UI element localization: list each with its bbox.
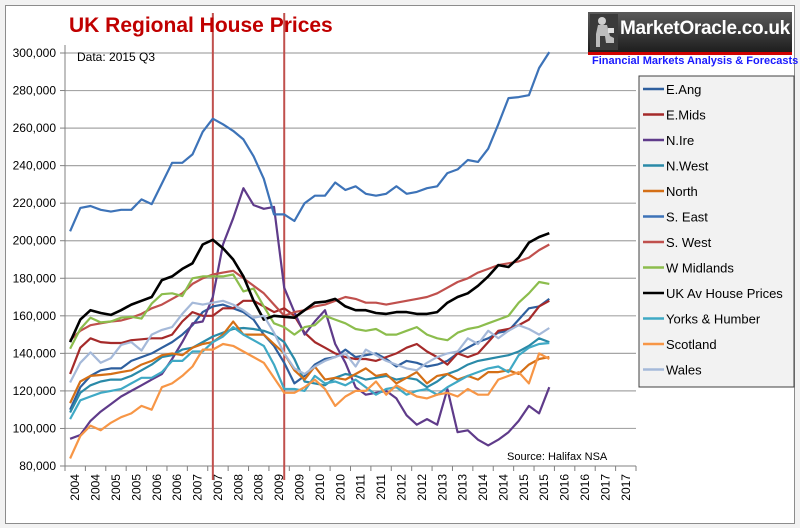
x-tick-label: 2006: [150, 474, 164, 501]
x-tick-label: 2017: [619, 474, 633, 501]
x-tick-label: 2017: [598, 474, 612, 501]
series-line-s-east: [69, 51, 551, 232]
legend-label: S. East: [666, 210, 708, 225]
x-tick-label: 2010: [333, 474, 347, 501]
y-axis: 80,000 100,000 120,000 140,000 160,000 180,00…: [13, 45, 66, 473]
series-line-north: [69, 320, 550, 404]
y-tick-label: 260,000: [13, 121, 57, 135]
x-tick-label: 2009: [272, 474, 286, 501]
y-tick-label: 80,000: [19, 459, 56, 473]
y-tick-label: 280,000: [13, 84, 57, 98]
logo-tagline: Financial Markets Analysis & Forecasts: [592, 55, 799, 67]
x-tick-label: 2013: [456, 474, 470, 501]
series-line-w-midlands: [69, 273, 550, 350]
y-tick-label: 140,000: [13, 346, 57, 360]
x-tick-label: 2005: [129, 474, 143, 501]
x-tick-label: 2005: [109, 474, 123, 501]
series-line-wales: [69, 299, 550, 384]
chart-subtitle: Data: 2015 Q3: [77, 50, 155, 64]
y-tick-label: 220,000: [13, 196, 57, 210]
y-tick-label: 160,000: [13, 309, 57, 323]
legend-label: Yorks & Humber: [666, 312, 761, 327]
legend-label: E.Ang: [666, 82, 701, 97]
x-tick-label: 2008: [252, 474, 266, 501]
y-tick-label: 300,000: [13, 46, 57, 60]
x-tick-label: 2009: [293, 474, 307, 501]
x-tick-label: 2011: [374, 474, 388, 500]
x-tick-label: 2004: [89, 474, 103, 501]
logo-brand: MarketOracle.co.uk: [620, 18, 790, 39]
series-line-uk-av-house-prices: [68, 231, 550, 343]
y-tick-label: 200,000: [13, 234, 57, 248]
gridlines: [65, 52, 636, 430]
legend-label: UK Av House Prices: [666, 286, 783, 301]
x-tick-label: 2012: [394, 474, 408, 501]
x-tick-label: 2014: [496, 474, 510, 501]
series-line-e-mids: [69, 299, 550, 375]
series-line-s-west: [69, 243, 550, 342]
legend-box: [638, 75, 795, 388]
legend: E.Ang E.Mids N.Ire N.West North S. East S. Wes…: [638, 75, 795, 388]
y-tick-label: 100,000: [13, 421, 57, 435]
chart-title: UK Regional House Prices: [69, 14, 333, 37]
source-note: Source: Halifax NSA: [507, 451, 608, 463]
y-tick-label: 240,000: [13, 159, 57, 173]
series-line-scotland: [69, 342, 550, 459]
legend-label: N.Ire: [666, 133, 694, 148]
y-tick-label: 120,000: [13, 384, 57, 398]
x-tick-label: 2016: [578, 474, 592, 501]
x-axis: 2004 2004 2005 2005 2006 2006 2007 2007 2008 2008…: [64, 465, 637, 501]
x-tick-label: 2014: [476, 474, 490, 501]
legend-label: Wales: [666, 363, 702, 378]
x-tick-label: 2008: [231, 474, 245, 501]
x-tick-label: 2015: [517, 474, 531, 501]
x-tick-label: 2011: [354, 474, 368, 500]
series-line-n-ire: [69, 187, 551, 447]
y-tick-label: 180,000: [13, 271, 57, 285]
legend-label: N.West: [666, 159, 709, 174]
marketoracle-logo[interactable]: MarketOracle.co.uk Financial Markets Ana…: [582, 8, 798, 70]
legend-label: North: [666, 184, 698, 199]
x-tick-label: 2004: [68, 474, 82, 501]
legend-label: Scotland: [666, 337, 717, 352]
statue-icon: [590, 14, 618, 50]
logo-banner: [588, 12, 792, 55]
series-group: [68, 51, 551, 459]
legend-label: W Midlands: [666, 261, 734, 276]
x-tick-label: 2016: [558, 474, 572, 501]
x-tick-label: 2007: [211, 474, 225, 501]
x-tick-label: 2015: [537, 474, 551, 501]
x-tick-label: 2010: [313, 474, 327, 501]
x-tick-label: 2007: [191, 474, 205, 501]
x-tick-label: 2013: [435, 474, 449, 501]
x-tick-label: 2006: [170, 474, 184, 501]
legend-label: E.Mids: [666, 108, 706, 123]
x-tick-label: 2012: [415, 474, 429, 501]
annotation-lines: [211, 13, 286, 480]
legend-label: S. West: [666, 235, 712, 250]
